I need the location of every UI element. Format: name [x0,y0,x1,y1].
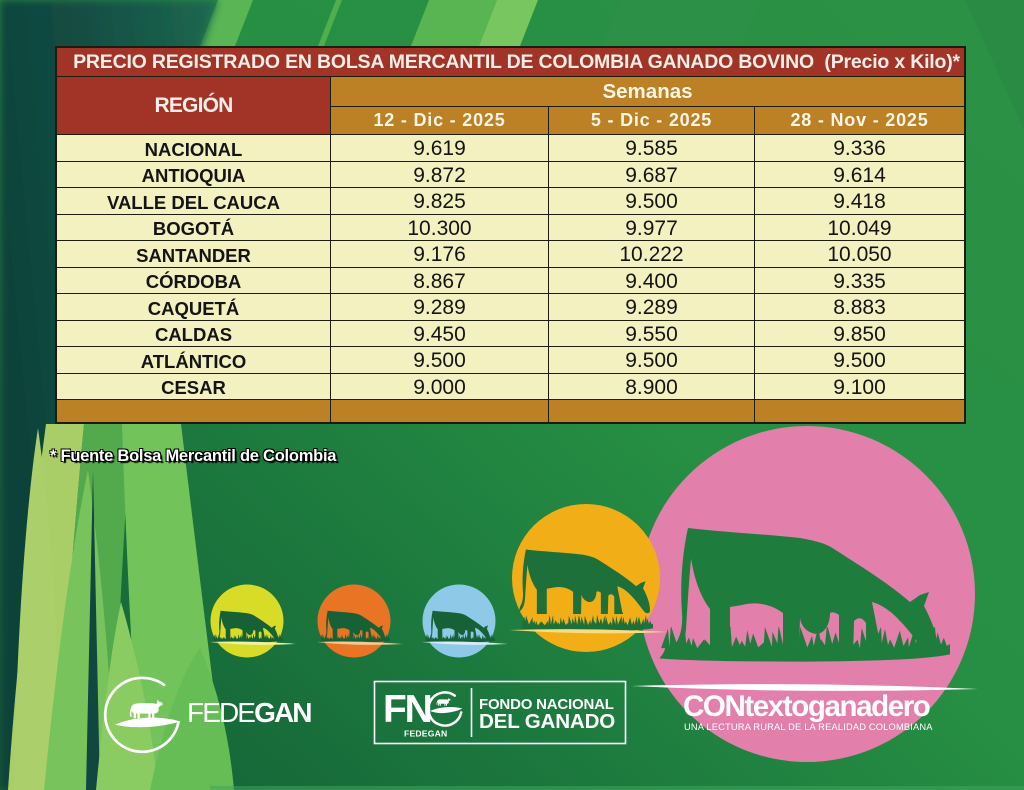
svg-text:CONtextoganadero: CONtextoganadero [683,690,930,723]
svg-text:DEL GANADO: DEL GANADO [479,710,615,733]
svg-text:FEDEGAN: FEDEGAN [404,729,447,739]
svg-text:FEDEGAN: FEDEGAN [187,697,311,728]
svg-text:FONDO NACIONAL: FONDO NACIONAL [479,696,614,713]
svg-text:FN: FN [383,688,431,731]
svg-text:UNA LECTURA RURAL DE LA REALID: UNA LECTURA RURAL DE LA REALIDAD COLOMBI… [684,722,933,732]
